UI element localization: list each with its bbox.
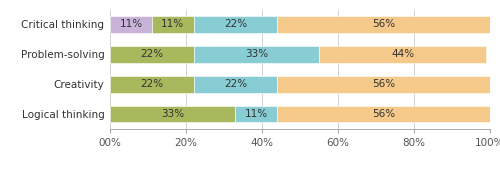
Bar <box>277 76 490 93</box>
Text: 22%: 22% <box>140 79 164 89</box>
Bar <box>152 16 194 33</box>
Text: 22%: 22% <box>224 79 247 89</box>
Text: 56%: 56% <box>372 19 395 29</box>
Text: 11%: 11% <box>161 19 184 29</box>
Bar <box>110 16 152 33</box>
Text: 33%: 33% <box>244 49 268 59</box>
Bar <box>277 16 490 33</box>
Bar <box>110 76 194 93</box>
Bar <box>110 106 236 123</box>
Text: 56%: 56% <box>372 109 395 119</box>
Bar <box>194 16 277 33</box>
Text: 22%: 22% <box>224 19 247 29</box>
Text: 56%: 56% <box>372 79 395 89</box>
Bar <box>236 106 277 123</box>
Bar <box>194 46 319 63</box>
Legend: totally disagree, disagree, neither agree nor disagree, agree, totally agree: totally disagree, disagree, neither agre… <box>84 188 500 190</box>
Bar <box>110 46 194 63</box>
Text: 33%: 33% <box>161 109 184 119</box>
Bar <box>194 76 277 93</box>
Bar <box>277 106 490 123</box>
Text: 44%: 44% <box>391 49 414 59</box>
Text: 11%: 11% <box>244 109 268 119</box>
Bar <box>319 46 486 63</box>
Text: 11%: 11% <box>120 19 142 29</box>
Text: 22%: 22% <box>140 49 164 59</box>
